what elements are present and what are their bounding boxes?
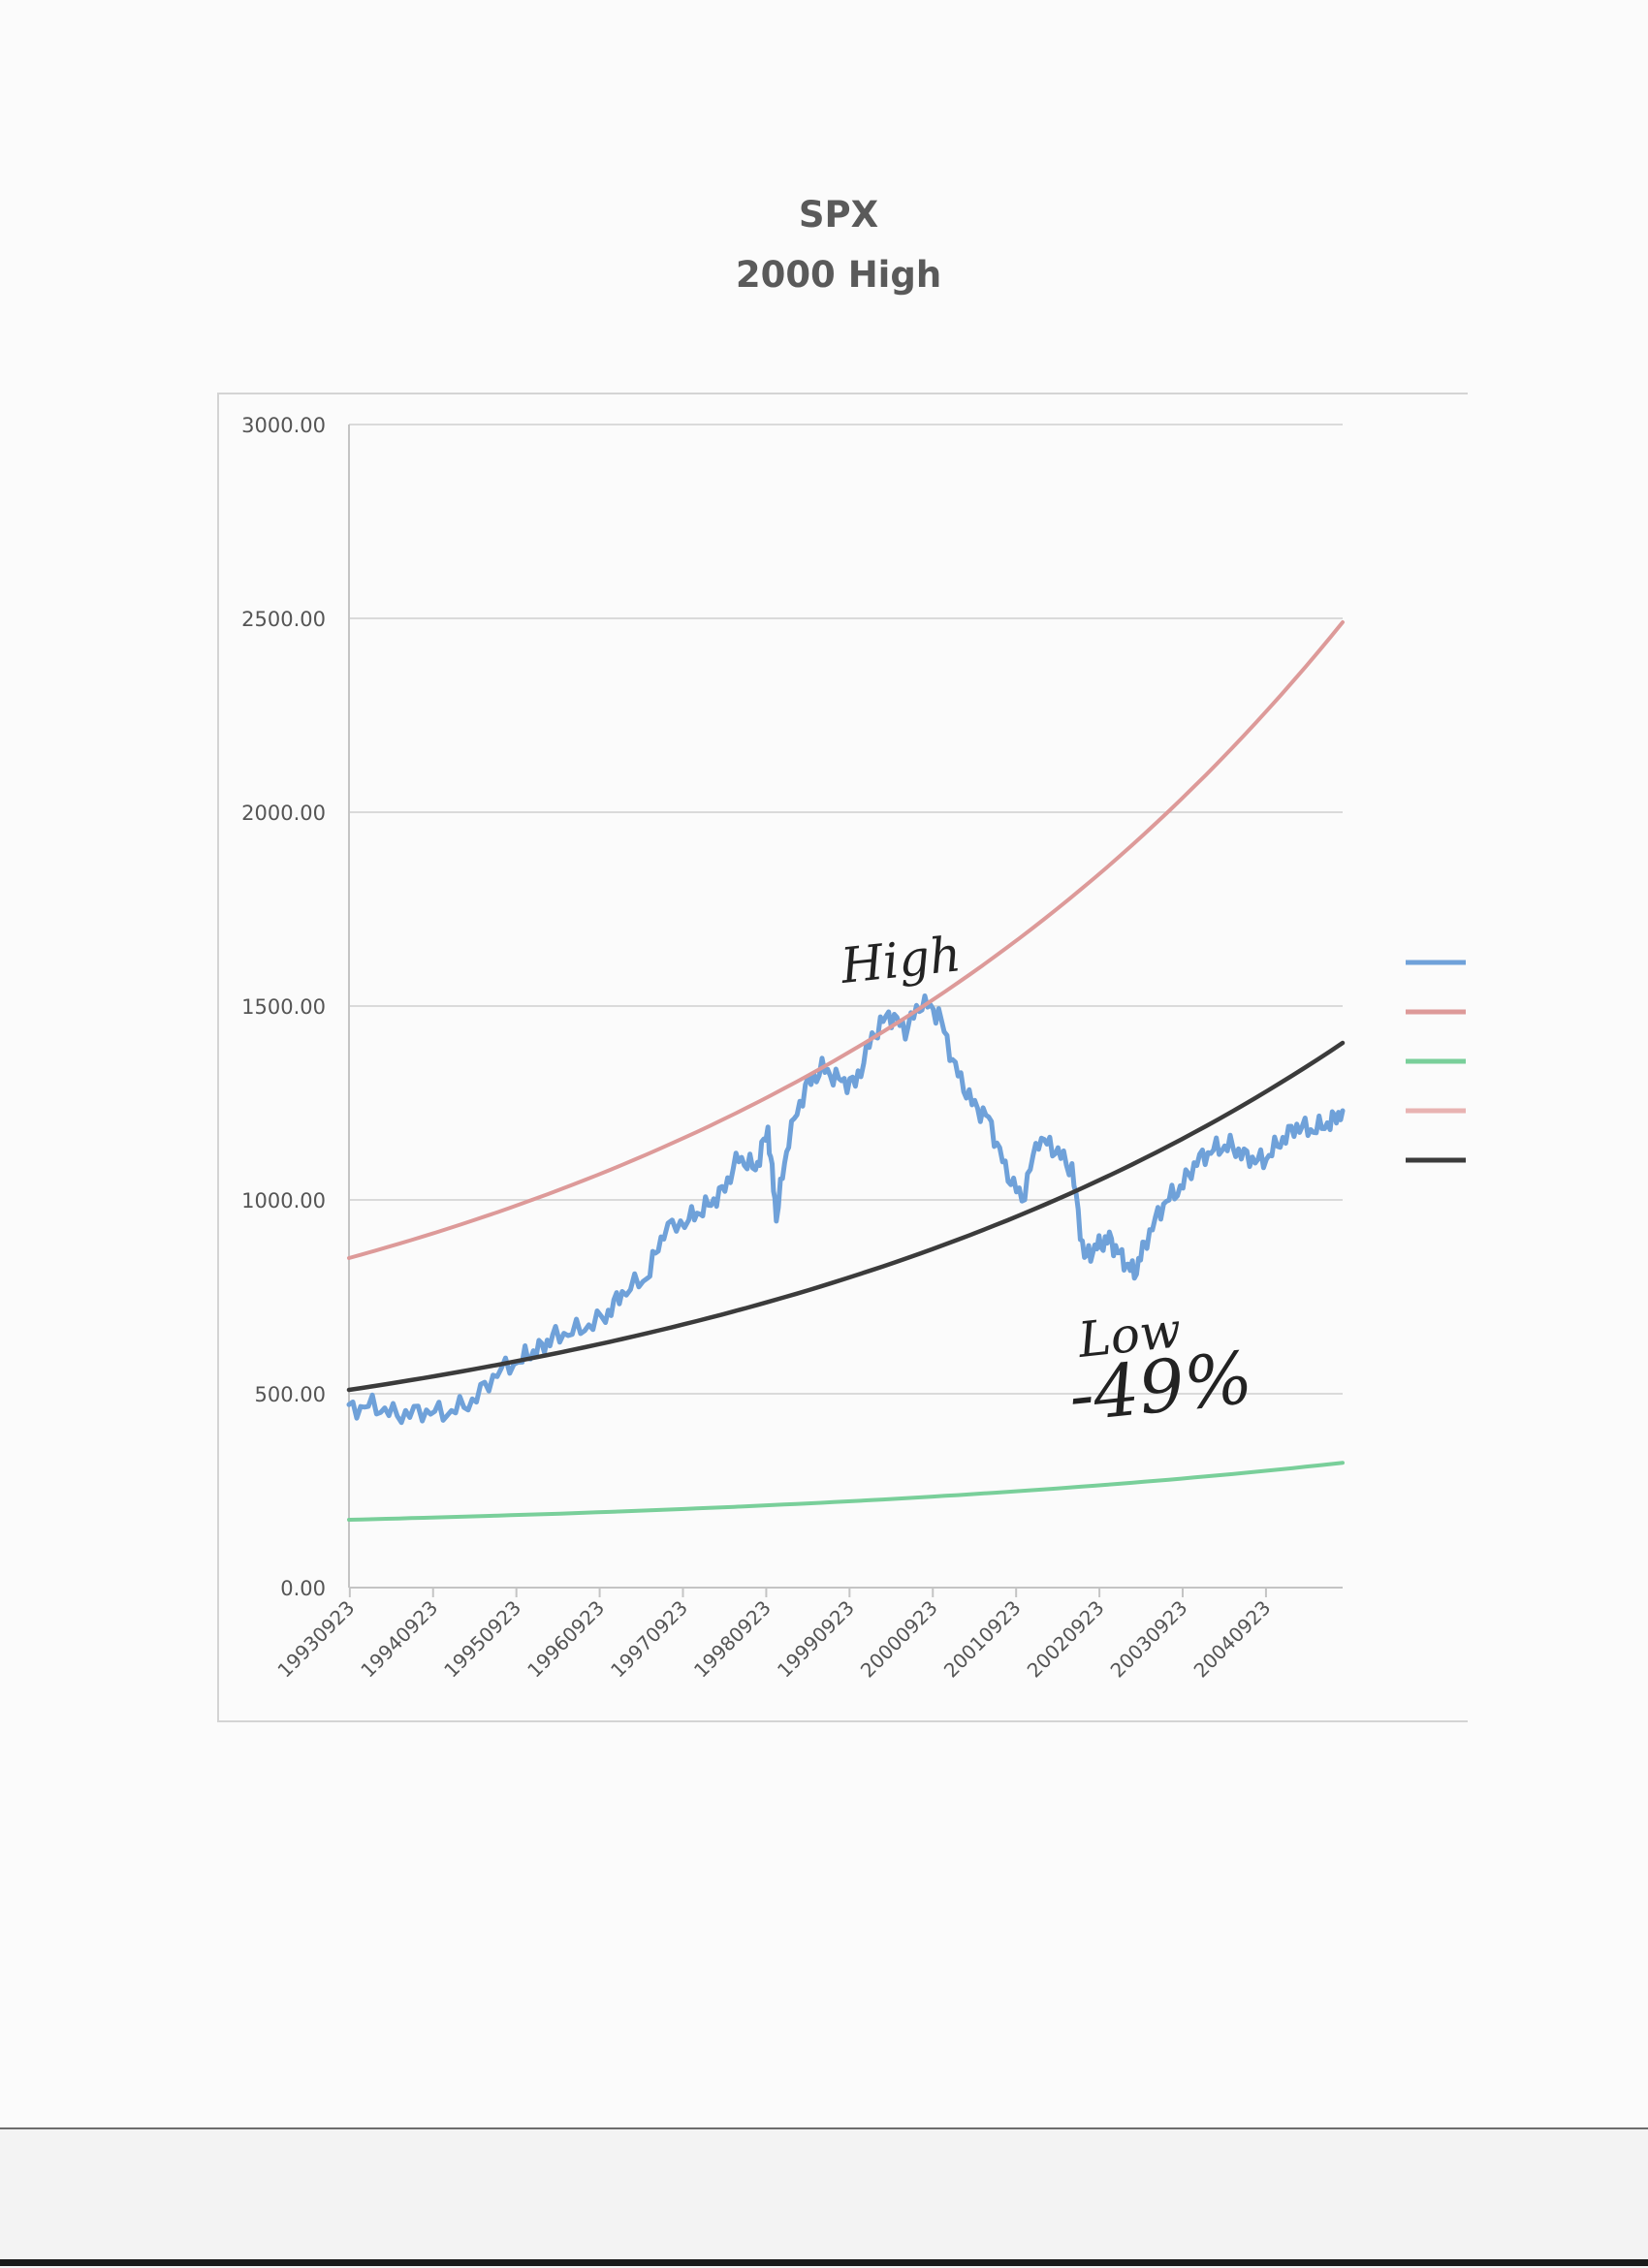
- y-tick-label: 3000.00: [241, 414, 326, 437]
- x-tick-label: 20010923: [939, 1596, 1026, 1683]
- x-tick-label: 19970923: [606, 1596, 692, 1683]
- chart-subtitle: 2000 High: [735, 254, 942, 296]
- handwritten-annotation: -49%: [1065, 1337, 1256, 1438]
- series-line-lower: [347, 1461, 1345, 1522]
- y-tick-label: 1000.00: [241, 1189, 326, 1213]
- x-tick-label: 19930923: [272, 1596, 359, 1683]
- series-line-upper: [347, 620, 1345, 1260]
- axes: 0.00 500.00 1000.00 1500.00 2000.00 2500.00 30…: [241, 414, 1343, 1683]
- x-tick-label: 20040923: [1189, 1596, 1276, 1683]
- x-tick-label: 20030923: [1106, 1596, 1192, 1683]
- x-tick-label: 19950923: [439, 1596, 525, 1683]
- x-tick-label: 20020923: [1023, 1596, 1109, 1683]
- x-tick-label: 19940923: [356, 1596, 442, 1683]
- y-tick-label: 2000.00: [241, 802, 326, 825]
- chart-frame: [217, 393, 1468, 1722]
- x-tick-label: 19980923: [689, 1596, 776, 1683]
- x-tick-label: 20000923: [856, 1596, 942, 1683]
- scanner-edge: [0, 2259, 1648, 2266]
- chart-title: SPX: [798, 194, 879, 236]
- y-tick-label: 0.00: [280, 1577, 326, 1600]
- x-tick-label: 19990923: [773, 1596, 859, 1683]
- y-tick-label: 2500.00: [241, 608, 326, 631]
- legend: [1406, 960, 1466, 1163]
- x-tick-label: 19960923: [523, 1596, 609, 1683]
- series-line-mid: [346, 1040, 1346, 1393]
- y-tick-label: 500.00: [255, 1383, 326, 1406]
- handwritten-annotation: Low: [1075, 1302, 1185, 1369]
- y-tick-label: 1500.00: [241, 995, 326, 1019]
- handwritten-annotation: High: [838, 926, 964, 994]
- annotations: High Low-49%: [838, 926, 1256, 1438]
- series-lines: [346, 620, 1346, 1522]
- series-line-spx: [346, 993, 1346, 1426]
- page-bottom-margin: [0, 2127, 1648, 2268]
